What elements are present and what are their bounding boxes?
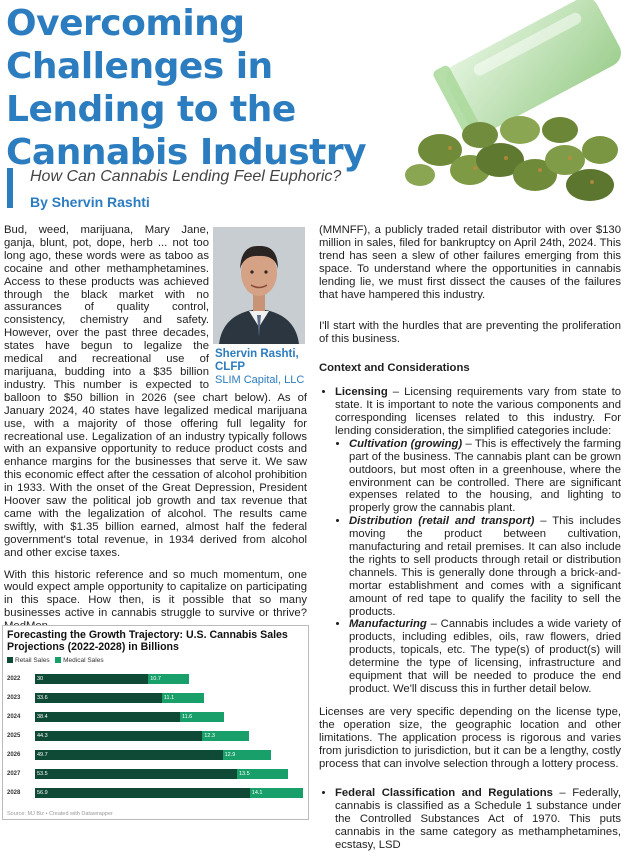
chart-bar-retail-sales: 38.4 [35,712,180,722]
cannabis-jar-image [405,0,621,201]
momentum-paragraph: With this historic reference and so much… [4,568,307,633]
list-item-manufacturing: Manufacturing – Cannabis includes a wide… [349,618,621,695]
author-photo [213,227,305,344]
chart-source: Source: MJ Biz • Created with Datawrappe… [7,811,113,817]
list-item-distribution: Distribution (retail and transport) – Th… [349,515,621,618]
chart-year-label: 2026 [7,752,21,758]
chart-bar-medical-sales: 11.6 [179,712,224,722]
chart-bar-retail-sales: 44.3 [35,731,203,741]
left-column: Bud, weed, marijuana, Mary Jane, ganja, … [4,224,307,642]
right-column: (MMNFF), a publicly traded retail distri… [319,224,621,862]
chart-year-label: 2025 [7,733,21,739]
article-title: Overcoming Challenges in Lending to the … [6,3,367,173]
article-byline: By Shervin Rashti [30,194,150,210]
chart-bar-medical-sales: 11.1 [161,693,204,703]
licensing-text: – Licensing requirements vary from state… [335,386,621,437]
chart-title: Forecasting the Growth Trajectory: U.S. … [7,629,288,653]
license-categories: Cultivation (growing) – This is effectiv… [335,438,621,696]
chart-row: 2023 33.6 11.1 [7,693,303,703]
chart-row: 2027 53.5 13.5 [7,769,303,779]
section-heading: Context and Considerations [319,362,470,375]
chart-year-label: 2027 [7,771,21,777]
chart-bar-medical-sales: 12.9 [222,750,272,760]
author-name: Shervin Rashti, CLFP [215,348,299,373]
list-item-cultivation: Cultivation (growing) – This is effectiv… [349,438,621,515]
legend-swatch-medical [55,657,62,664]
chart-bar-medical-sales: 10.7 [148,674,189,684]
considerations-list: Licensing – Licensing requirements vary … [319,386,621,696]
chart-row: 2025 44.3 12.3 [7,731,303,741]
legend-label-retail: Retail Sales [15,657,50,664]
list-item-licensing: Licensing – Licensing requirements vary … [335,386,621,696]
chart-bar-retail-sales: 33.6 [35,693,162,703]
chart-bar-retail-sales: 56.9 [35,788,250,798]
subtitle-accent-bar [7,168,13,208]
author-company: SLIM Capital, LLC [215,374,305,386]
legend-swatch-retail [7,657,13,664]
article-subtitle: How Can Cannabis Lending Feel Euphoric? [30,168,342,185]
chart-bar-retail-sales: 49.7 [35,750,223,760]
chart-bar-medical-sales: 13.5 [236,769,288,779]
licenses-paragraph: Licenses are very specific depending on … [319,705,621,770]
bankruptcy-paragraph: (MMNFF), a publicly traded retail distri… [319,224,621,301]
hurdles-paragraph: I'll start with the hurdles that are pre… [319,320,621,346]
chart-year-label: 2023 [7,695,21,701]
chart-row: 2028 56.9 14.1 [7,788,303,798]
chart-year-label: 2028 [7,790,21,796]
intro-paragraph: Bud, weed, marijuana, Mary Jane, ganja, … [4,224,307,559]
chart-year-label: 2024 [7,714,21,720]
chart-bar-medical-sales: 14.1 [249,788,303,798]
legend-label-medical: Medical Sales [63,657,104,664]
chart-row: 2024 38.4 11.6 [7,712,303,722]
chart-bar-retail-sales: 53.5 [35,769,237,779]
chart-row: 2022 30 10.7 [7,674,303,684]
chart-bar-medical-sales: 12.3 [202,731,249,741]
licensing-label: Licensing [335,386,388,399]
chart-bar-retail-sales: 30 [35,674,149,684]
chart-row: 2026 49.7 12.9 [7,750,303,760]
sales-projection-chart: Forecasting the Growth Trajectory: U.S. … [2,625,309,820]
chart-year-label: 2022 [7,676,21,682]
chart-legend: Retail Sales Medical Sales [7,657,308,664]
